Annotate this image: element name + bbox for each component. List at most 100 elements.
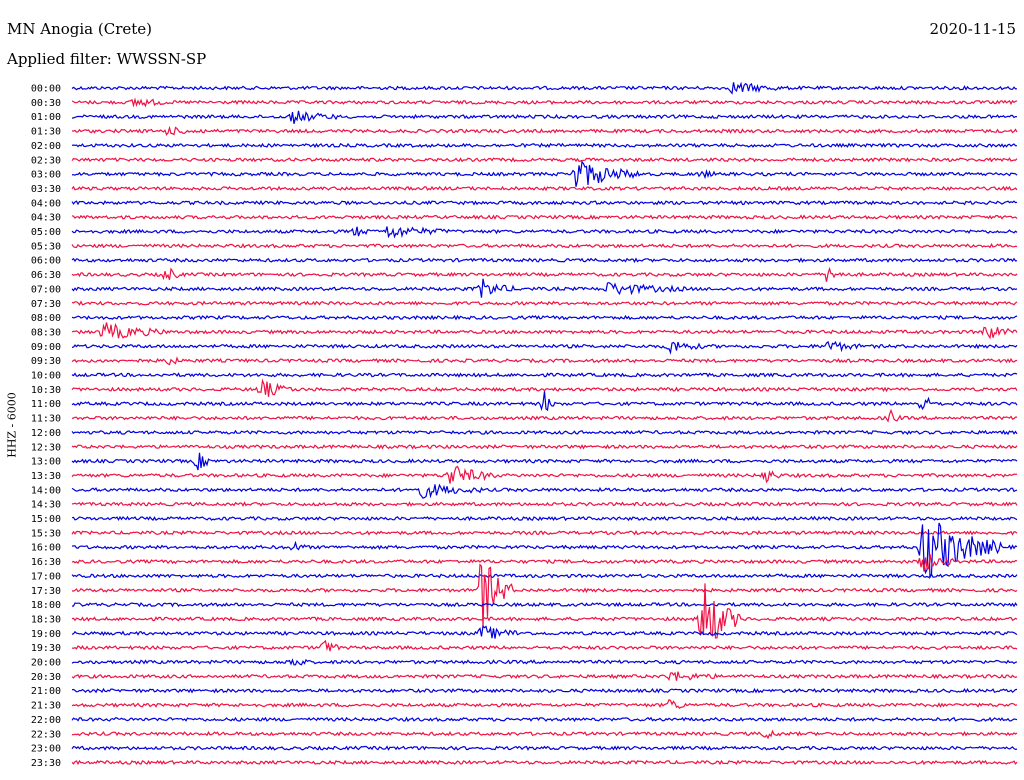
trace-row	[71, 624, 1018, 639]
trace-row	[71, 563, 1018, 628]
trace-row	[71, 639, 1018, 652]
trace-row	[71, 444, 1018, 450]
trace-row	[71, 125, 1018, 136]
row-time-label: 14:30	[31, 500, 61, 511]
trace-row	[71, 378, 1018, 397]
trace-row	[71, 226, 1018, 239]
row-time-label: 00:00	[31, 84, 61, 95]
row-time-label: 09:30	[31, 356, 61, 367]
row-time-label: 21:00	[31, 686, 61, 697]
trace-row	[71, 583, 1018, 639]
row-time-label: 20:00	[31, 658, 61, 669]
trace-row	[71, 81, 1018, 95]
trace-row	[71, 515, 1018, 522]
row-time-label: 10:00	[31, 371, 61, 382]
row-time-label: 10:30	[31, 385, 61, 396]
row-time-label: 13:30	[31, 471, 61, 482]
trace-row	[71, 483, 1018, 499]
row-time-label: 18:00	[31, 600, 61, 611]
trace-row	[71, 242, 1018, 249]
trace-row	[71, 408, 1017, 423]
row-time-label: 09:00	[31, 342, 61, 353]
trace-row	[71, 322, 1018, 340]
trace-row	[71, 759, 1018, 766]
row-time-label: 20:30	[31, 672, 61, 683]
row-time-label: 07:00	[31, 284, 61, 295]
trace-row	[71, 687, 1018, 694]
trace-row	[71, 300, 1018, 307]
trace-row	[71, 729, 1018, 740]
row-time-label: 17:30	[31, 586, 61, 597]
trace-row	[71, 391, 1018, 412]
row-time-label: 15:00	[31, 514, 61, 525]
row-time-label: 03:00	[31, 170, 61, 181]
trace-row	[71, 142, 1018, 149]
trace-row	[71, 465, 1018, 484]
row-time-label: 01:00	[31, 112, 61, 123]
trace-row	[71, 372, 1018, 378]
row-time-label: 06:30	[31, 270, 61, 281]
row-time-label: 14:00	[31, 485, 61, 496]
trace-row	[71, 501, 1018, 507]
row-time-label: 07:30	[31, 299, 61, 310]
trace-row	[71, 745, 1018, 751]
trace-row	[71, 356, 1018, 366]
trace-row	[71, 716, 1018, 723]
row-time-label: 06:00	[31, 256, 61, 267]
row-time-label: 01:30	[31, 127, 61, 138]
row-time-label: 08:00	[31, 313, 61, 324]
trace-row	[71, 199, 1018, 206]
row-time-label: 16:00	[31, 543, 61, 554]
row-time-label: 22:00	[31, 715, 61, 726]
row-time-label: 23:00	[31, 744, 61, 755]
row-time-label: 00:30	[31, 98, 61, 109]
row-time-label: 19:30	[31, 643, 61, 654]
row-time-label: 05:30	[31, 241, 61, 252]
row-time-label: 23:30	[31, 758, 61, 769]
trace-row	[71, 658, 1018, 666]
trace-row	[71, 429, 1018, 436]
row-time-label: 15:30	[31, 528, 61, 539]
row-time-label: 04:00	[31, 198, 61, 209]
trace-row	[71, 698, 1018, 710]
row-time-label: 21:30	[31, 701, 61, 712]
row-time-label: 18:30	[31, 614, 61, 625]
row-time-label: 12:00	[31, 428, 61, 439]
trace-row	[71, 110, 1018, 124]
row-time-label: 08:30	[31, 327, 61, 338]
row-time-label: 03:30	[31, 184, 61, 195]
trace-row	[71, 671, 1018, 681]
trace-row	[71, 554, 1018, 572]
trace-row	[71, 573, 1018, 579]
row-time-label: 11:30	[31, 414, 61, 425]
row-time-label: 19:00	[31, 629, 61, 640]
row-time-label: 05:00	[31, 227, 61, 238]
row-time-label: 16:30	[31, 557, 61, 568]
plot-date: 2020-11-15	[929, 20, 1016, 38]
row-time-label: 02:00	[31, 141, 61, 152]
filter-label: Applied filter: WWSSN-SP	[7, 50, 207, 68]
trace-row	[71, 156, 1018, 163]
row-time-label: 22:30	[31, 729, 61, 740]
trace-row	[71, 160, 1018, 187]
trace-row	[71, 314, 1018, 321]
trace-row	[71, 522, 1018, 580]
row-time-label: 04:30	[31, 213, 61, 224]
row-time-label: 17:00	[31, 571, 61, 582]
row-time-label: 02:30	[31, 155, 61, 166]
trace-row	[71, 340, 1018, 355]
row-time-label: 12:30	[31, 442, 61, 453]
station-title: MN Anogia (Crete)	[7, 20, 153, 38]
trace-row	[71, 601, 1018, 608]
trace-row	[71, 452, 1018, 471]
trace-row	[71, 257, 1018, 264]
trace-row	[71, 529, 1018, 536]
trace-row	[71, 214, 1018, 220]
trace-row	[71, 185, 1018, 192]
row-time-label: 11:00	[31, 399, 61, 410]
trace-row	[71, 266, 1018, 282]
trace-row	[71, 97, 1018, 108]
trace-row	[71, 278, 1018, 298]
row-time-label: 13:00	[31, 457, 61, 468]
